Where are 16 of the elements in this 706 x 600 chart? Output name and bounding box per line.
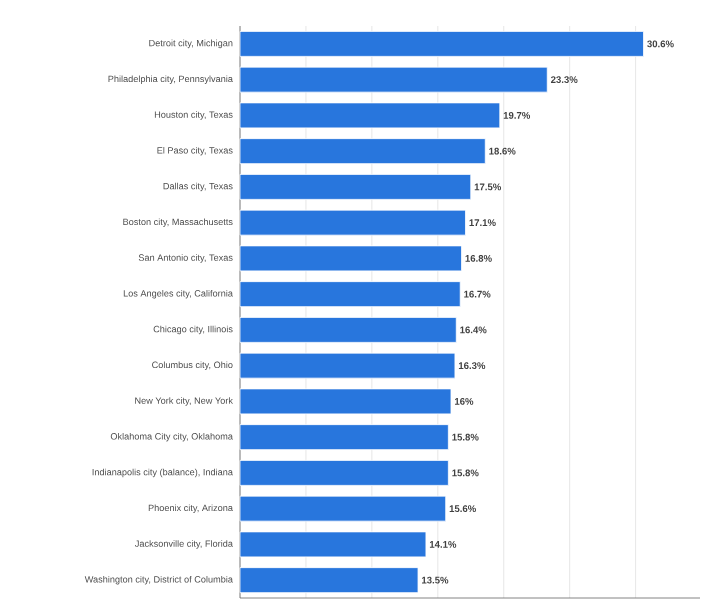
bar — [239, 209, 466, 236]
bar — [239, 102, 501, 129]
bar — [239, 531, 427, 558]
bar — [239, 352, 456, 379]
bar — [239, 567, 419, 594]
bar — [239, 424, 449, 451]
bar — [239, 30, 644, 57]
bar — [239, 173, 472, 200]
bar — [239, 459, 449, 486]
bar — [239, 66, 548, 93]
bar — [239, 281, 461, 308]
bar — [239, 388, 452, 415]
bar — [239, 138, 486, 165]
bar — [239, 245, 462, 272]
bar — [239, 316, 457, 343]
bar — [239, 495, 447, 522]
